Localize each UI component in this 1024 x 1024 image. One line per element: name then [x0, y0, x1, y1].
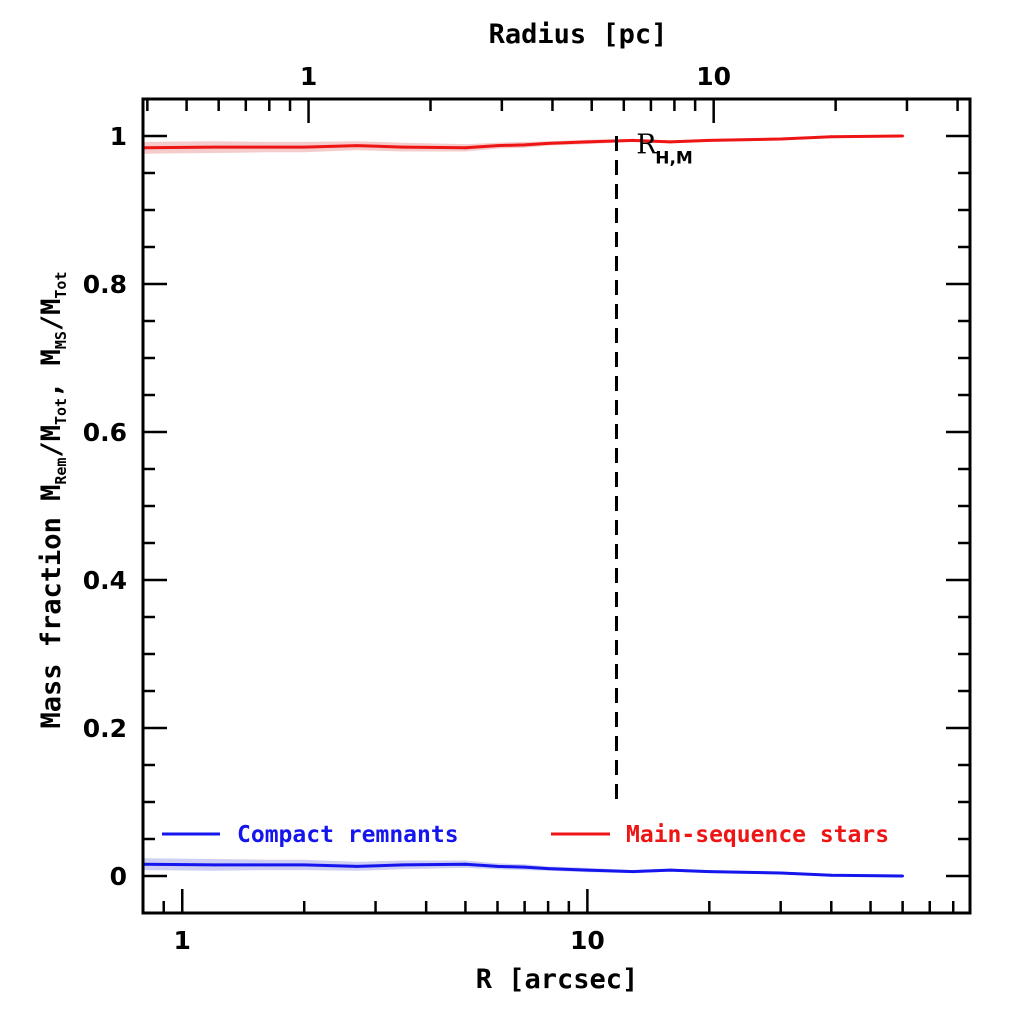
y-tick-label: 1	[110, 122, 127, 151]
y-axis-title-sub1: Rem	[52, 458, 70, 485]
top-tick-label: 1	[300, 62, 317, 91]
legend-label-compact-remnants: Compact remnants	[237, 822, 459, 848]
y-axis-title-comma: ,	[36, 365, 67, 398]
top-axis-title: Radius [pc]	[489, 19, 668, 50]
point-compact-remnants	[668, 868, 672, 872]
point-main-sequence-stars	[401, 145, 405, 149]
point-compact-remnants	[355, 865, 359, 868]
point-compact-remnants	[401, 863, 405, 867]
point-main-sequence-stars	[829, 135, 833, 139]
x-axis-title: R [arcsec]	[476, 964, 639, 995]
y-tick-label: 0.2	[83, 714, 127, 743]
y-axis-title-sub3: MS	[52, 331, 70, 349]
point-main-sequence-stars	[263, 145, 267, 149]
uncertainty-bands	[143, 135, 903, 877]
y-axis-title-slash2: /M	[36, 299, 67, 332]
point-compact-remnants	[212, 863, 216, 867]
y-axis-title-prefix: Mass fraction	[36, 501, 67, 729]
plot-border	[141, 97, 972, 915]
point-compact-remnants	[632, 870, 635, 873]
top-tick-label: 10	[696, 62, 731, 91]
point-compact-remnants	[523, 865, 526, 869]
series-lines	[141, 134, 904, 878]
annotation-r: R	[636, 129, 657, 160]
point-compact-remnants	[496, 865, 499, 868]
point-main-sequence-stars	[668, 140, 672, 144]
point-main-sequence-stars	[523, 143, 526, 147]
y-axis-title-m2: M	[36, 349, 67, 365]
y-axis-title-sub4: Tot	[52, 272, 70, 299]
point-main-sequence-stars	[586, 140, 589, 144]
point-main-sequence-stars	[464, 146, 467, 150]
legend: Compact remnants Main-sequence stars	[162, 822, 889, 848]
x-tick-label: 10	[570, 926, 605, 955]
y-tick-label: 0	[110, 862, 127, 891]
y-axis-title: Mass fraction MRem/MTot, MMS/MTot	[36, 272, 70, 729]
y-tick-label: 0.4	[83, 566, 127, 595]
y-tick-label: 0.6	[83, 418, 127, 447]
x-tick-label: 1	[174, 926, 191, 955]
point-compact-remnants	[263, 863, 267, 867]
point-main-sequence-stars	[632, 139, 635, 142]
y-axis-title-m1: M	[36, 485, 67, 501]
point-compact-remnants	[829, 873, 833, 877]
y-axis-title-slash1: /M	[36, 425, 67, 458]
point-main-sequence-stars	[212, 145, 216, 149]
annotation-subscript: H,M	[655, 148, 693, 168]
point-main-sequence-stars	[707, 139, 711, 142]
point-main-sequence-stars	[546, 142, 550, 145]
point-main-sequence-stars	[302, 145, 306, 149]
point-main-sequence-stars	[779, 137, 783, 141]
tick-labels: 1 10 1 10 0 0.2 0.4 0.6 0.8 1	[83, 62, 731, 955]
y-tick-label: 0.8	[83, 270, 127, 299]
plot-frame	[141, 97, 972, 915]
legend-label-main-sequence-stars: Main-sequence stars	[626, 822, 889, 848]
point-compact-remnants	[901, 874, 904, 878]
axis-ticks	[141, 97, 970, 915]
point-main-sequence-stars	[496, 144, 499, 148]
point-compact-remnants	[546, 867, 550, 870]
y-axis-title-sub2: Tot	[52, 398, 70, 425]
point-compact-remnants	[464, 862, 467, 866]
point-compact-remnants	[779, 871, 783, 875]
point-compact-remnants	[302, 863, 306, 867]
point-compact-remnants	[707, 870, 711, 873]
point-main-sequence-stars	[355, 144, 359, 148]
point-compact-remnants	[586, 868, 589, 872]
half-mass-radius-label: R H,M	[636, 129, 693, 168]
point-main-sequence-stars	[901, 134, 904, 138]
